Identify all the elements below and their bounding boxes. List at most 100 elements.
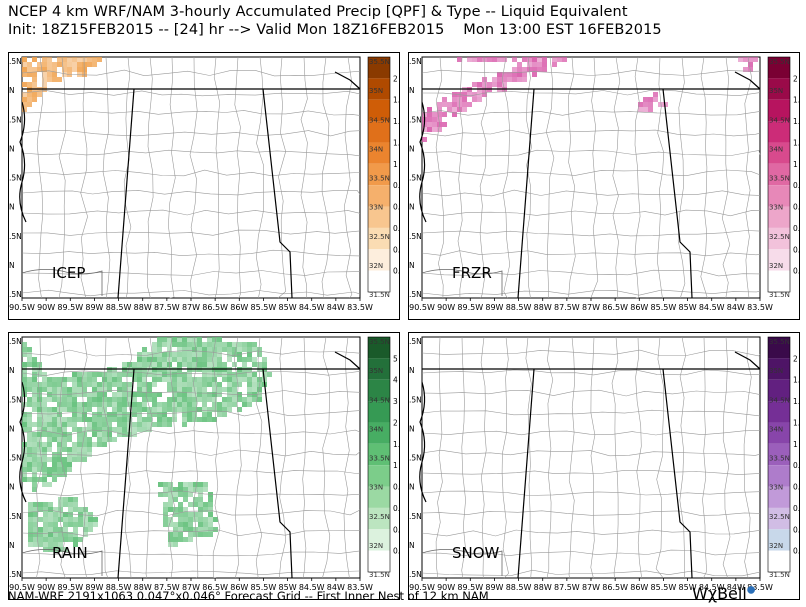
precip-cell — [72, 402, 77, 407]
precip-cell — [42, 412, 47, 417]
precip-cell — [232, 382, 237, 387]
precip-cell — [52, 477, 57, 482]
precip-cell — [62, 67, 67, 72]
precip-cell — [137, 382, 142, 387]
precip-cell — [462, 92, 467, 97]
precip-cell — [202, 342, 207, 347]
lon-tick-label: 83.5W — [347, 303, 373, 312]
precip-cell — [27, 62, 32, 67]
precip-cell — [52, 77, 57, 82]
colorbar-label: 0.25 — [793, 224, 800, 233]
precip-cell — [517, 62, 522, 67]
precip-cell — [107, 377, 112, 382]
precip-cell — [267, 372, 272, 377]
precip-cell — [452, 97, 457, 102]
precip-cell — [182, 337, 187, 342]
precip-cell — [63, 537, 68, 542]
precip-cell — [43, 542, 48, 547]
precip-cell — [37, 417, 42, 422]
precip-cell — [172, 397, 177, 402]
precip-cell — [482, 82, 487, 87]
precip-cell — [37, 67, 42, 72]
precip-cell — [192, 392, 197, 397]
precip-cell — [67, 377, 72, 382]
precip-cell — [88, 522, 93, 527]
precip-cell — [27, 447, 32, 452]
precip-cell — [212, 402, 217, 407]
precip-cell — [67, 57, 72, 62]
precip-cell — [57, 412, 62, 417]
precip-cell — [202, 387, 207, 392]
colorbar-label: 1.5 — [393, 440, 400, 449]
colorbar — [367, 336, 391, 573]
precip-cell — [212, 342, 217, 347]
precip-cell — [57, 417, 62, 422]
precip-cell — [162, 377, 167, 382]
lon-tick-label: 84.5W — [299, 303, 325, 312]
precip-cell — [117, 387, 122, 392]
precip-cell — [33, 507, 38, 512]
precip-cell — [77, 417, 82, 422]
precip-cell — [462, 102, 467, 107]
precip-cell — [252, 377, 257, 382]
colorbar-swatch — [768, 529, 790, 551]
precip-cell — [457, 57, 462, 62]
precip-cell — [42, 457, 47, 462]
precip-cell — [92, 382, 97, 387]
precip-cell — [183, 507, 188, 512]
precip-cell — [47, 387, 52, 392]
lat-tick-label-right: 34.5N — [369, 116, 390, 124]
precip-cell — [252, 342, 257, 347]
precip-cell — [178, 492, 183, 497]
lon-tick-label: 90.5W — [9, 583, 35, 592]
precip-cell — [208, 502, 213, 507]
precip-cell — [163, 522, 168, 527]
precip-cell — [22, 382, 27, 387]
map-title: NCEP 4 km WRF/NAM 3-hourly Accumulated P… — [8, 4, 628, 20]
precip-cell — [92, 432, 97, 437]
precip-cell — [32, 77, 37, 82]
precip-cell — [78, 537, 83, 542]
precip-cell — [257, 347, 262, 352]
precip-cell — [52, 427, 57, 432]
precip-cell — [202, 382, 207, 387]
precip-cell — [217, 362, 222, 367]
precip-cell — [42, 67, 47, 72]
precip-cell — [73, 522, 78, 527]
precip-cell — [242, 402, 247, 407]
precip-cell — [177, 407, 182, 412]
precip-cell — [207, 377, 212, 382]
precip-cell — [52, 437, 57, 442]
colorbar-swatch — [768, 507, 790, 530]
precip-cell — [648, 107, 653, 112]
lon-tick-label: 85.5W — [251, 303, 277, 312]
precip-cell — [57, 457, 62, 462]
colorbar-label: 2 — [793, 74, 798, 83]
lon-tick-label: 89W — [485, 583, 503, 592]
precip-cell — [477, 82, 482, 87]
precip-cell — [87, 407, 92, 412]
precip-cell — [42, 77, 47, 82]
precip-cell — [237, 347, 242, 352]
precip-cell — [187, 337, 192, 342]
precip-cell — [38, 502, 43, 507]
precip-cell — [32, 462, 37, 467]
precip-cell — [127, 402, 132, 407]
precip-cell — [32, 392, 37, 397]
precip-cell — [27, 437, 32, 442]
precip-cell — [207, 412, 212, 417]
precip-cell — [197, 377, 202, 382]
precip-cell — [562, 57, 567, 62]
precip-cell — [163, 502, 168, 507]
precip-cell — [178, 522, 183, 527]
precip-cell — [43, 512, 48, 517]
precip-cell — [68, 532, 73, 537]
precip-cell — [648, 102, 653, 107]
precip-cell — [122, 402, 127, 407]
precip-cell — [477, 57, 482, 62]
precip-cell — [62, 62, 67, 67]
map-svg: 90.5W 90W 89.5W 89W 88.5W 88W 87.5W 87W 86.5W 86W… — [408, 52, 800, 320]
precip-cell — [77, 427, 82, 432]
precip-cell — [58, 547, 63, 552]
precip-cell — [43, 507, 48, 512]
